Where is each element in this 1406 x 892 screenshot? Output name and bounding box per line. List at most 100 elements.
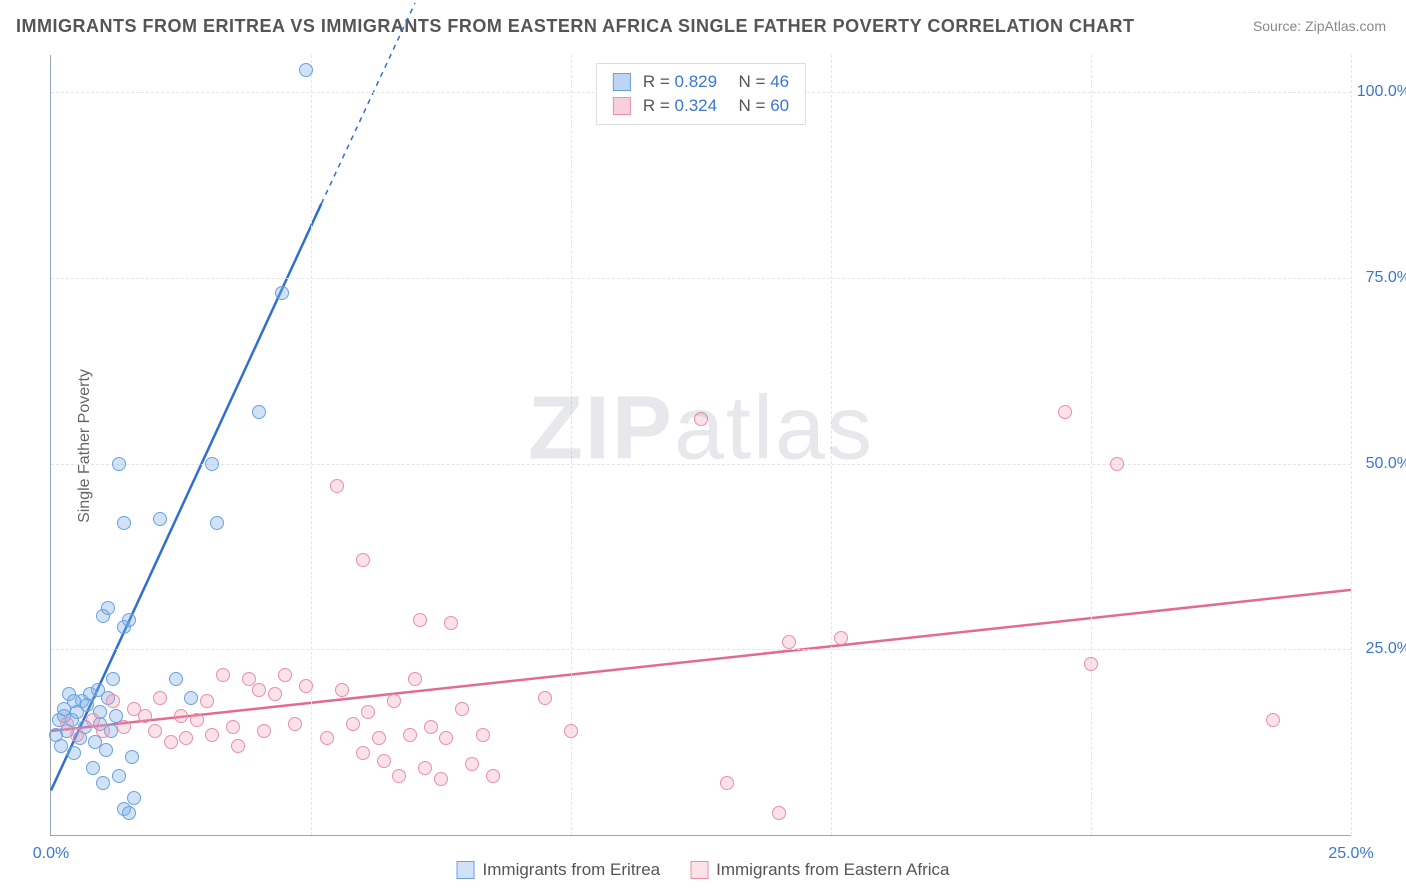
data-point: [106, 694, 120, 708]
data-point: [372, 731, 386, 745]
data-point: [465, 757, 479, 771]
data-point: [226, 720, 240, 734]
r-value: R = 0.324: [643, 94, 717, 118]
legend-item: Immigrants from Eritrea: [457, 860, 661, 880]
n-value: N = 46: [729, 70, 789, 94]
data-point: [538, 691, 552, 705]
data-point: [210, 516, 224, 530]
data-point: [278, 668, 292, 682]
data-point: [486, 769, 500, 783]
y-tick-label: 25.0%: [1356, 640, 1406, 658]
data-point: [564, 724, 578, 738]
data-point: [252, 405, 266, 419]
data-point: [117, 516, 131, 530]
data-point: [694, 412, 708, 426]
data-point: [125, 750, 139, 764]
legend-swatch: [613, 73, 631, 91]
stats-row: R = 0.829 N = 46: [613, 70, 789, 94]
data-point: [1084, 657, 1098, 671]
data-point: [275, 286, 289, 300]
data-point: [1110, 457, 1124, 471]
data-point: [216, 668, 230, 682]
chart-plot-area: ZIPatlas R = 0.829 N = 46R = 0.324 N = 6…: [50, 55, 1351, 836]
data-point: [299, 63, 313, 77]
data-point: [86, 761, 100, 775]
data-point: [205, 457, 219, 471]
data-point: [106, 672, 120, 686]
data-point: [257, 724, 271, 738]
data-point: [1266, 713, 1280, 727]
legend-swatch: [613, 97, 631, 115]
data-point: [205, 728, 219, 742]
data-point: [782, 635, 796, 649]
data-point: [387, 694, 401, 708]
x-tick-label: 25.0%: [1328, 845, 1373, 863]
data-point: [288, 717, 302, 731]
data-point: [122, 806, 136, 820]
data-point: [112, 769, 126, 783]
data-point: [268, 687, 282, 701]
source-prefix: Source:: [1253, 18, 1305, 34]
data-point: [122, 613, 136, 627]
data-point: [377, 754, 391, 768]
data-point: [439, 731, 453, 745]
data-point: [356, 553, 370, 567]
data-point: [361, 705, 375, 719]
legend-item: Immigrants from Eastern Africa: [690, 860, 949, 880]
data-point: [392, 769, 406, 783]
data-point: [408, 672, 422, 686]
vgridline: [311, 55, 312, 835]
data-point: [99, 743, 113, 757]
data-point: [174, 709, 188, 723]
n-value: N = 60: [729, 94, 789, 118]
data-point: [54, 739, 68, 753]
legend-swatch: [457, 861, 475, 879]
data-point: [200, 694, 214, 708]
data-point: [772, 806, 786, 820]
data-point: [834, 631, 848, 645]
gridline: [51, 649, 1351, 650]
stats-row: R = 0.324 N = 60: [613, 94, 789, 118]
data-point: [96, 724, 110, 738]
trend-line: [51, 590, 1351, 731]
vgridline: [1351, 55, 1352, 835]
series-legend: Immigrants from Eritrea Immigrants from E…: [457, 860, 950, 880]
gridline: [51, 464, 1351, 465]
source-attribution: Source: ZipAtlas.com: [1253, 18, 1386, 34]
data-point: [434, 772, 448, 786]
chart-title: IMMIGRANTS FROM ERITREA VS IMMIGRANTS FR…: [16, 16, 1135, 37]
y-tick-label: 100.0%: [1356, 83, 1406, 101]
x-tick-label: 0.0%: [33, 845, 69, 863]
data-point: [138, 709, 152, 723]
data-point: [117, 720, 131, 734]
data-point: [335, 683, 349, 697]
y-tick-label: 75.0%: [1356, 269, 1406, 287]
data-point: [720, 776, 734, 790]
stats-legend: R = 0.829 N = 46R = 0.324 N = 60: [596, 63, 806, 125]
data-point: [190, 713, 204, 727]
data-point: [476, 728, 490, 742]
legend-label: Immigrants from Eastern Africa: [716, 860, 949, 880]
data-point: [169, 672, 183, 686]
trend-lines: [51, 55, 1351, 835]
data-point: [299, 679, 313, 693]
legend-label: Immigrants from Eritrea: [483, 860, 661, 880]
data-point: [96, 776, 110, 790]
vgridline: [1091, 55, 1092, 835]
data-point: [231, 739, 245, 753]
data-point: [455, 702, 469, 716]
source-name: ZipAtlas.com: [1305, 18, 1386, 34]
data-point: [148, 724, 162, 738]
data-point: [444, 616, 458, 630]
data-point: [330, 479, 344, 493]
data-point: [184, 691, 198, 705]
data-point: [112, 457, 126, 471]
data-point: [127, 791, 141, 805]
data-point: [101, 601, 115, 615]
data-point: [83, 687, 97, 701]
data-point: [252, 683, 266, 697]
data-point: [424, 720, 438, 734]
gridline: [51, 278, 1351, 279]
data-point: [67, 694, 81, 708]
data-point: [413, 613, 427, 627]
